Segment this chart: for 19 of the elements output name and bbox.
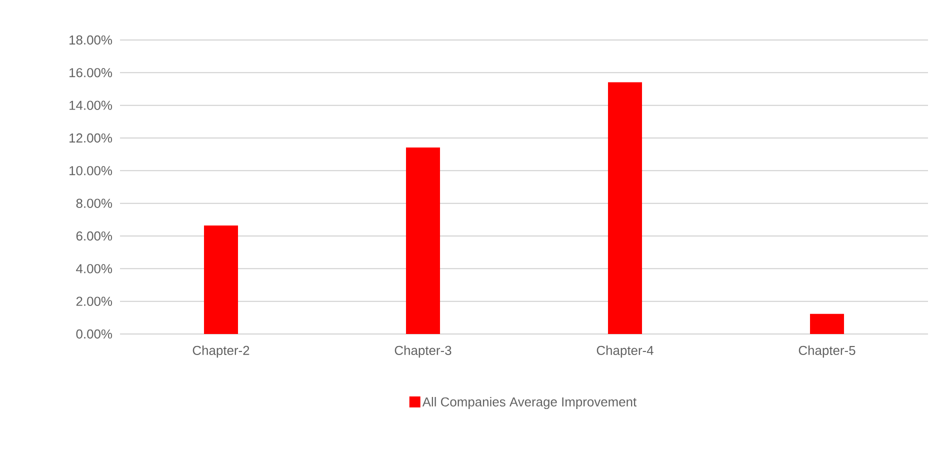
x-tick-label: Chapter-2 (192, 346, 250, 358)
x-tick-label: Chapter-3 (394, 346, 452, 358)
y-tick-label: 16.00% (70, 68, 112, 78)
y-tick-label: 12.00% (70, 133, 112, 143)
legend-label: All Companies Average Improvement (422, 396, 637, 410)
bar (608, 82, 642, 334)
y-tick-label: 18.00% (70, 35, 112, 45)
x-tick-label: Chapter-5 (798, 346, 856, 358)
y-tick-label: 8.00% (76, 198, 112, 208)
y-tick-label: 0.00% (76, 329, 112, 339)
bar (406, 147, 440, 334)
y-tick-label: 10.00% (70, 166, 112, 176)
bar (810, 314, 844, 334)
bar (204, 226, 238, 334)
x-tick-label: Chapter-4 (596, 346, 654, 358)
y-tick-label: 4.00% (76, 264, 112, 274)
y-tick-label: 2.00% (76, 296, 112, 306)
y-tick-label: 14.00% (70, 100, 112, 110)
y-tick-label: 6.00% (76, 231, 112, 241)
